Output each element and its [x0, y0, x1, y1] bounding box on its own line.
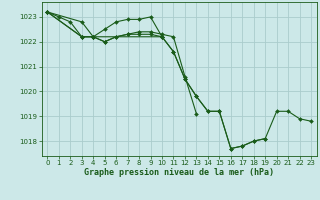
X-axis label: Graphe pression niveau de la mer (hPa): Graphe pression niveau de la mer (hPa): [84, 168, 274, 177]
